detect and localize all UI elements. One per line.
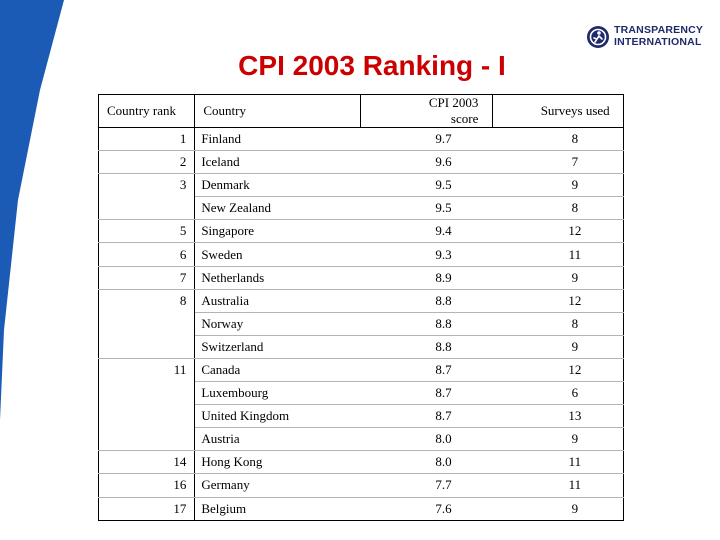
rank-cell: 14 xyxy=(97,450,196,475)
table-row: 14 Hong Kong 8.0 11 xyxy=(97,450,624,475)
table-row: United Kingdom 8.7 13 xyxy=(97,404,624,429)
country-cell: Belgium xyxy=(194,497,361,521)
country-cell: Iceland xyxy=(194,150,361,175)
surveys-cell: 11 xyxy=(492,242,624,267)
score-cell: 8.7 xyxy=(360,404,493,429)
transparency-international-logo: TRANSPARENCY INTERNATIONAL xyxy=(586,24,710,52)
table-row: 16 Germany 7.7 11 xyxy=(97,473,624,498)
rank-cell: 11 xyxy=(97,358,196,382)
table-row: Austria 8.0 9 xyxy=(97,427,624,452)
surveys-cell: 9 xyxy=(492,335,624,359)
cpi-ranking-table: Country rank Country CPI 2003 score Surv… xyxy=(97,94,624,521)
surveys-cell: 11 xyxy=(492,473,624,498)
surveys-cell: 9 xyxy=(492,497,624,521)
country-cell: United Kingdom xyxy=(194,404,361,429)
table-row: Norway 8.8 8 xyxy=(97,312,624,336)
surveys-cell: 8 xyxy=(492,196,624,221)
rank-cell xyxy=(97,404,196,428)
score-cell: 9.6 xyxy=(360,150,493,175)
country-cell: Sweden xyxy=(194,242,361,267)
table-row: 7 Netherlands 8.9 9 xyxy=(97,266,624,290)
table-row: 17 Belgium 7.6 9 xyxy=(97,497,624,521)
surveys-cell: 6 xyxy=(492,381,624,406)
country-cell: Denmark xyxy=(194,173,361,198)
score-cell: 9.4 xyxy=(360,219,493,244)
surveys-cell: 12 xyxy=(492,289,624,313)
country-cell: Hong Kong xyxy=(194,450,361,475)
surveys-cell: 13 xyxy=(492,404,624,429)
country-cell: Norway xyxy=(194,312,361,336)
rank-cell: 2 xyxy=(97,150,196,175)
rank-cell xyxy=(97,312,196,336)
header-cpi-score: CPI 2003 score xyxy=(359,94,494,128)
rank-cell xyxy=(97,381,196,405)
rank-cell xyxy=(97,427,196,452)
country-cell: Luxembourg xyxy=(194,381,361,406)
score-cell: 8.8 xyxy=(360,335,493,359)
score-cell: 9.3 xyxy=(360,242,493,267)
rank-cell xyxy=(97,335,196,359)
surveys-cell: 8 xyxy=(492,312,624,336)
table-row: 5 Singapore 9.4 12 xyxy=(97,219,624,244)
rank-cell: 8 xyxy=(97,289,196,313)
country-cell: Switzerland xyxy=(194,335,361,359)
rank-cell: 3 xyxy=(97,173,196,197)
country-cell: New Zealand xyxy=(194,196,361,221)
globe-person-icon xyxy=(587,26,609,48)
table-row: New Zealand 9.5 8 xyxy=(97,196,624,221)
rank-cell: 5 xyxy=(97,219,196,244)
score-cell: 9.5 xyxy=(360,173,493,198)
rank-cell: 1 xyxy=(97,127,196,152)
table-row: Switzerland 8.8 9 xyxy=(97,335,624,359)
rank-cell: 16 xyxy=(97,473,196,498)
score-cell: 8.0 xyxy=(360,450,493,475)
surveys-cell: 12 xyxy=(492,219,624,244)
surveys-cell: 9 xyxy=(492,266,624,290)
score-cell: 8.9 xyxy=(360,266,493,290)
score-cell: 7.6 xyxy=(360,497,493,521)
table-row: 1 Finland 9.7 8 xyxy=(97,127,624,152)
surveys-cell: 9 xyxy=(492,427,624,452)
country-cell: Singapore xyxy=(194,219,361,244)
score-cell: 9.5 xyxy=(360,196,493,221)
rank-cell: 7 xyxy=(97,266,196,290)
country-cell: Finland xyxy=(194,127,361,152)
table-row: 3 Denmark 9.5 9 xyxy=(97,173,624,198)
table-row: 2 Iceland 9.6 7 xyxy=(97,150,624,175)
surveys-cell: 11 xyxy=(492,450,624,475)
page-title: CPI 2003 Ranking - I xyxy=(238,50,506,81)
country-cell: Canada xyxy=(194,358,361,383)
rank-cell xyxy=(97,196,196,221)
header-country-rank: Country rank xyxy=(97,94,196,128)
table-row: 11 Canada 8.7 12 xyxy=(97,358,624,383)
header-country: Country xyxy=(194,94,361,128)
table-row: 6 Sweden 9.3 11 xyxy=(97,242,624,267)
score-cell: 7.7 xyxy=(360,473,493,498)
rank-cell: 17 xyxy=(97,497,196,521)
score-cell: 8.7 xyxy=(360,358,493,383)
score-cell: 8.0 xyxy=(360,427,493,452)
surveys-cell: 9 xyxy=(492,173,624,198)
country-cell: Australia xyxy=(194,289,361,313)
score-cell: 8.7 xyxy=(360,381,493,406)
surveys-cell: 7 xyxy=(492,150,624,175)
table-row: Luxembourg 8.7 6 xyxy=(97,381,624,406)
rank-cell: 6 xyxy=(97,242,196,267)
country-cell: Germany xyxy=(194,473,361,498)
score-cell: 9.7 xyxy=(360,127,493,152)
score-cell: 8.8 xyxy=(360,312,493,336)
table-row: 8 Australia 8.8 12 xyxy=(97,289,624,313)
table-header-row: Country rank Country CPI 2003 score Surv… xyxy=(97,94,624,128)
country-cell: Netherlands xyxy=(194,266,361,290)
score-cell: 8.8 xyxy=(360,289,493,313)
country-cell: Austria xyxy=(194,427,361,452)
surveys-cell: 8 xyxy=(492,127,624,152)
logo-line-2: INTERNATIONAL xyxy=(614,36,702,48)
logo-line-1: TRANSPARENCY xyxy=(614,24,704,36)
header-surveys-used: Surveys used xyxy=(492,94,624,128)
surveys-cell: 12 xyxy=(492,358,624,383)
